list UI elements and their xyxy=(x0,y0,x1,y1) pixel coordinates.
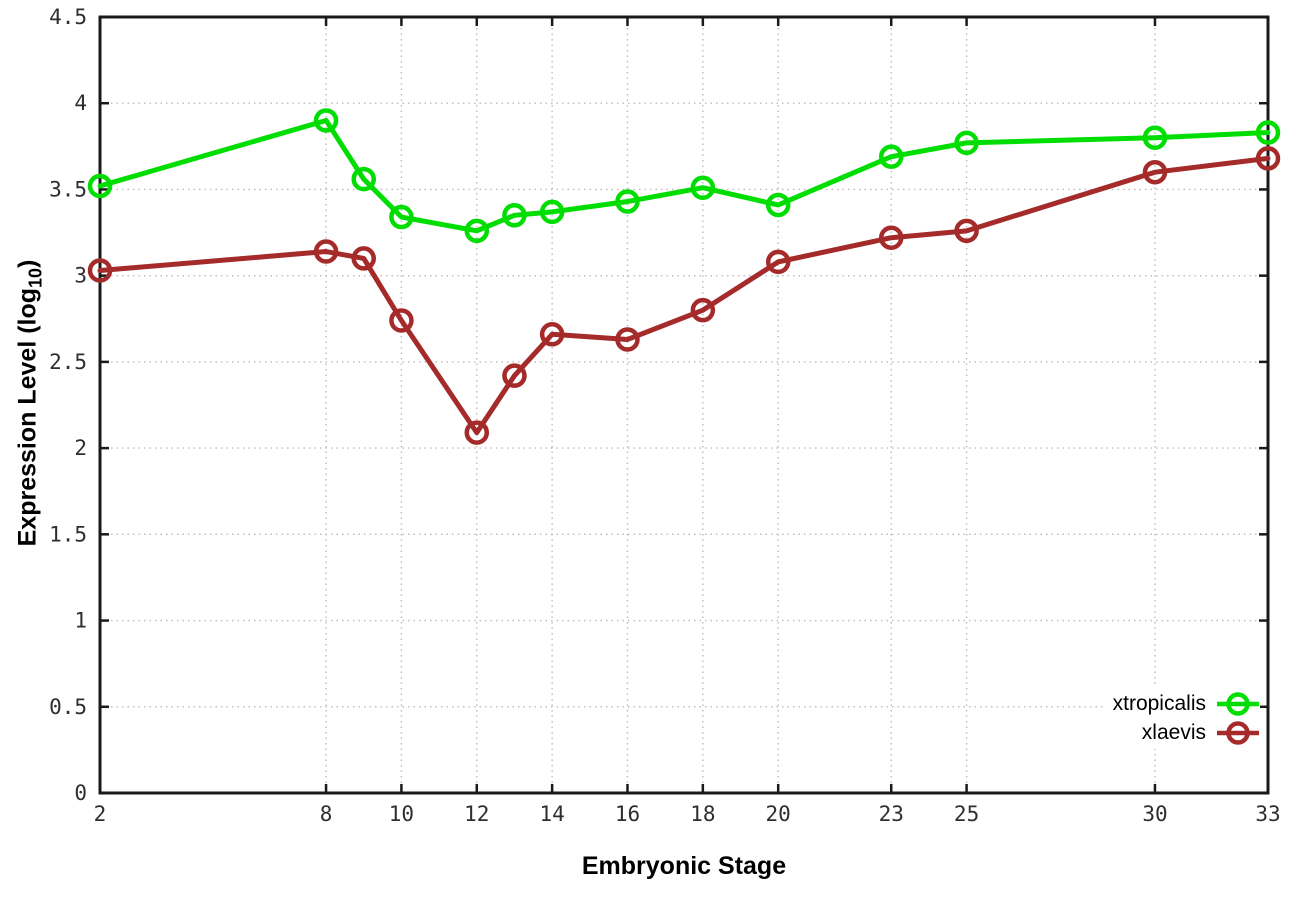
x-tick-label: 18 xyxy=(690,802,715,826)
legend-entry-xtropicalis: xtropicalis xyxy=(1113,689,1260,718)
x-tick-label: 30 xyxy=(1142,802,1167,826)
data-point-xlaevis-14 xyxy=(539,322,565,347)
legend-label: xtropicalis xyxy=(1112,691,1206,715)
y-tick-label: 2 xyxy=(74,436,87,460)
data-point-xtropicalis-18 xyxy=(690,175,716,200)
y-tick-label: 3 xyxy=(74,264,87,288)
y-tick-label: 0 xyxy=(74,781,87,805)
data-point-xtropicalis-8 xyxy=(313,108,339,133)
line-point-marker-icon xyxy=(1217,720,1259,745)
x-tick-label: 2 xyxy=(94,802,107,826)
series-line-xtropicalis xyxy=(97,117,1271,234)
data-point-xtropicalis-13 xyxy=(502,203,527,228)
data-point-xtropicalis-10 xyxy=(389,204,414,230)
data-point-xtropicalis-20 xyxy=(765,192,791,218)
x-tick-label: 16 xyxy=(615,802,640,826)
line-point-marker-icon xyxy=(1217,691,1259,716)
y-tick-label: 4 xyxy=(74,91,87,115)
data-point-xlaevis-8 xyxy=(313,239,339,264)
x-tick-label: 12 xyxy=(464,802,489,826)
data-point-xlaevis-25 xyxy=(954,218,979,244)
y-tick-label: 1.5 xyxy=(49,522,87,546)
y-tick-label: 0.5 xyxy=(49,695,87,719)
plot-border xyxy=(98,15,1270,795)
data-point-xlaevis-30 xyxy=(1142,159,1168,185)
data-point-xlaevis-18 xyxy=(690,297,716,323)
x-tick-label: 20 xyxy=(766,802,791,826)
legend-label: xlaevis xyxy=(1141,720,1206,744)
x-axis-title: Embryonic Stage xyxy=(581,852,787,880)
data-point-xtropicalis-16 xyxy=(615,189,640,214)
legend-entry-xlaevis: xlaevis xyxy=(1113,718,1260,747)
y-tick-label: 3.5 xyxy=(49,177,87,201)
y-axis-title: Expression Level (log10) xyxy=(14,260,47,547)
x-tick-label: 25 xyxy=(954,802,979,826)
y-axis-title-subscript: 10 xyxy=(25,267,46,288)
data-point-xlaevis-23 xyxy=(878,225,904,250)
y-axis-title-suffix: ) xyxy=(13,259,42,268)
data-point-xtropicalis-9 xyxy=(351,166,376,192)
data-point-xtropicalis-12 xyxy=(464,218,490,244)
y-tick-label: 4.5 xyxy=(49,5,87,29)
data-point-xlaevis-2 xyxy=(87,258,113,283)
x-tick-label: 33 xyxy=(1255,802,1280,826)
x-tick-label: 8 xyxy=(320,802,333,826)
data-point-xlaevis-16 xyxy=(615,327,640,352)
x-tick-label: 23 xyxy=(879,802,904,826)
x-tick-label: 10 xyxy=(389,802,414,826)
data-point-xlaevis-9 xyxy=(351,246,376,271)
series-line-xlaevis xyxy=(97,155,1271,436)
data-point-xlaevis-33 xyxy=(1255,146,1281,171)
data-point-xtropicalis-2 xyxy=(87,173,113,199)
data-point-xtropicalis-33 xyxy=(1255,120,1281,145)
legend: xtropicalis xlaevis xyxy=(1102,687,1260,749)
data-point-xlaevis-10 xyxy=(389,308,414,333)
data-point-xlaevis-13 xyxy=(502,363,527,388)
data-point-xtropicalis-30 xyxy=(1142,125,1168,150)
data-point-xlaevis-12 xyxy=(464,420,490,445)
y-axis-title-text: Expression Level (log xyxy=(13,287,42,547)
data-point-xtropicalis-25 xyxy=(954,130,979,156)
data-point-xtropicalis-23 xyxy=(878,144,904,169)
x-tick-label: 14 xyxy=(539,802,564,826)
y-tick-label: 2.5 xyxy=(49,350,87,374)
y-tick-label: 1 xyxy=(74,609,87,633)
data-point-xtropicalis-14 xyxy=(539,199,565,225)
data-point-xlaevis-20 xyxy=(765,249,791,275)
